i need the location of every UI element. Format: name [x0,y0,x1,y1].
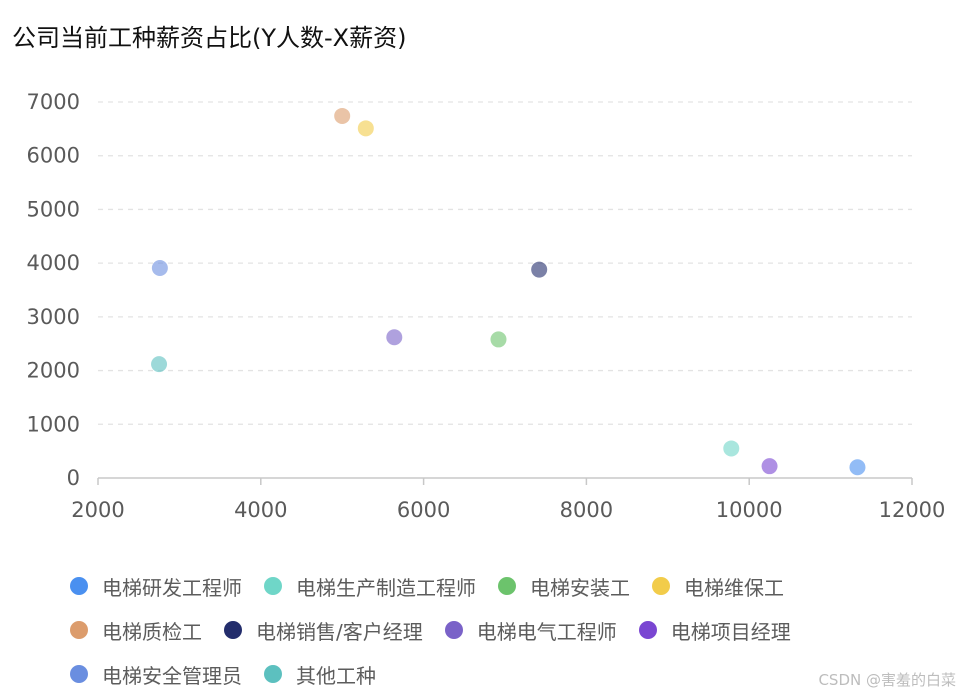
legend-row: 电梯研发工程师 电梯生产制造工程师 电梯安装工 电梯维保工 [70,564,950,608]
data-point[interactable] [357,120,374,137]
y-tick-label: 1000 [27,412,80,436]
legend-label: 电梯安装工 [530,575,630,600]
legend-marker [498,577,516,595]
legend-item[interactable]: 其他工种 [264,660,376,689]
legend-marker [652,577,670,595]
data-point[interactable] [151,356,168,373]
x-tick-label: 6000 [397,498,450,522]
chart-title: 公司当前工种薪资占比(Y人数-X薪资) [12,24,407,52]
legend-label: 电梯安全管理员 [102,663,242,688]
x-tick-label: 2000 [71,498,124,522]
legend-marker [444,621,463,639]
watermark: CSDN @害羞的白菜 [818,671,956,689]
legend-label: 电梯项目经理 [670,619,791,644]
data-point[interactable] [386,329,403,346]
x-tick-label: 4000 [234,498,287,522]
data-point[interactable] [761,458,778,475]
legend-item[interactable]: 电梯安全管理员 [70,660,242,689]
legend-item[interactable]: 电梯研发工程师 [70,572,242,601]
data-point[interactable] [490,331,507,348]
y-tick-label: 0 [67,466,80,490]
data-point[interactable] [151,259,168,276]
legend-item[interactable]: 电梯销售/客户经理 [224,616,423,645]
y-tick-label: 6000 [27,144,80,168]
legend-label: 电梯研发工程师 [102,575,242,600]
data-points [151,107,866,476]
legend-marker [638,621,657,639]
legend-marker [70,621,88,639]
legend-row: 电梯安全管理员 其他工种 [70,652,950,696]
scatter-plot: 0 1000 2000 3000 4000 5000 6000 7000 2000 4000 600… [27,90,946,522]
legend-label: 电梯生产制造工程师 [296,575,476,600]
legend-label: 其他工种 [296,663,376,688]
data-point[interactable] [334,107,351,124]
y-tick-label: 2000 [27,359,80,383]
x-tick-label: 12000 [879,498,946,522]
data-point[interactable] [723,440,740,457]
y-tick-label: 3000 [27,305,80,329]
y-tick-label: 4000 [27,251,80,275]
legend-marker [264,665,282,683]
legend-label: 电梯质检工 [102,619,202,644]
legend-item[interactable]: 电梯生产制造工程师 [264,572,476,601]
legend-item[interactable]: 电梯项目经理 [638,616,791,645]
legend-item[interactable]: 电梯质检工 [70,616,202,645]
legend-marker [224,621,242,639]
x-tick-label: 10000 [716,498,783,522]
grid-lines [98,101,912,425]
legend-marker [70,665,88,683]
legend-label: 电梯维保工 [684,575,784,600]
y-tick-label: 5000 [27,197,80,221]
data-point[interactable] [849,459,866,476]
legend-marker [264,577,282,595]
legend-item[interactable]: 电梯电气工程师 [444,616,617,645]
legend-label: 电梯电气工程师 [476,619,617,644]
legend-item[interactable]: 电梯维保工 [652,572,784,601]
y-tick-label: 7000 [27,90,80,114]
legend-marker [70,577,88,595]
axes: 0 1000 2000 3000 4000 5000 6000 7000 2000 4000 600… [27,90,946,522]
legend-item[interactable]: 电梯安装工 [498,572,630,601]
x-tick-label: 8000 [560,498,613,522]
legend-label: 电梯销售/客户经理 [256,619,423,644]
legend: 电梯研发工程师 电梯生产制造工程师 电梯安装工 电梯维保工电梯质检工 电梯销售/客户经理… [70,564,950,696]
legend-row: 电梯质检工 电梯销售/客户经理 电梯电气工程师 电梯项目经理 [70,608,950,652]
data-point[interactable] [531,261,548,278]
